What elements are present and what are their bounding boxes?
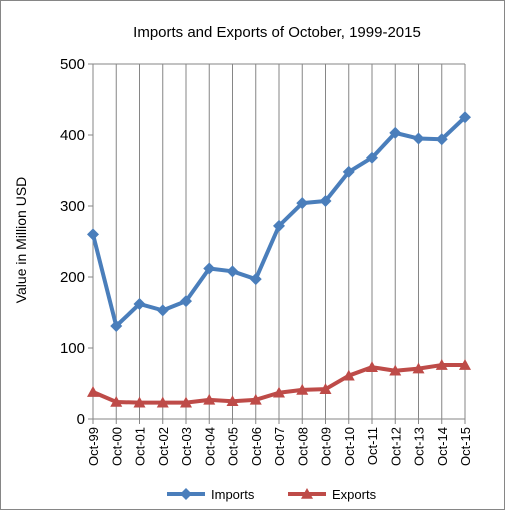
- data-point-exports: [110, 395, 123, 407]
- data-point-exports: [87, 386, 99, 397]
- data-point-imports: [133, 297, 146, 310]
- x-tick-label: Oct-15: [458, 427, 473, 466]
- series-imports: [87, 111, 471, 332]
- y-tick-label: 100: [60, 340, 85, 357]
- data-point-imports: [87, 228, 99, 241]
- y-tick-label: 300: [60, 198, 85, 215]
- series-exports: [87, 359, 471, 408]
- data-point-exports: [180, 396, 192, 408]
- legend: Imports Exports: [167, 487, 377, 502]
- data-point-imports: [180, 295, 192, 308]
- data-point-imports: [366, 151, 378, 164]
- x-tick-label: Oct-09: [319, 427, 334, 466]
- data-point-exports: [389, 364, 402, 376]
- y-tick-label: 0: [77, 411, 85, 428]
- data-point-imports: [435, 133, 448, 146]
- x-tick-label: Oct-00: [109, 427, 124, 466]
- data-point-exports: [133, 396, 146, 408]
- legend-entry-imports: Imports: [167, 487, 255, 502]
- data-point-exports: [342, 369, 355, 381]
- y-tick-label: 200: [60, 269, 85, 286]
- data-point-exports: [412, 362, 425, 374]
- data-point-exports: [296, 383, 309, 395]
- data-point-imports: [412, 132, 425, 145]
- data-point-imports: [249, 273, 262, 286]
- axes: [88, 63, 466, 424]
- x-tick-label: Oct-12: [388, 427, 403, 466]
- series: [87, 111, 471, 408]
- x-tick-label: Oct-04: [202, 427, 217, 466]
- legend-entry-exports: Exports: [288, 487, 377, 502]
- data-point-imports: [156, 304, 169, 317]
- data-point-exports: [366, 361, 378, 372]
- y-tick-label: 500: [60, 56, 85, 73]
- legend-swatch-marker: [180, 488, 192, 500]
- x-tick-label: Oct-99: [86, 427, 101, 466]
- data-point-imports: [342, 165, 355, 178]
- data-point-exports: [273, 386, 285, 398]
- x-tick-label: Oct-05: [226, 427, 241, 466]
- legend-label: Imports: [211, 487, 255, 502]
- chart-title: Imports and Exports of October, 1999-201…: [133, 24, 421, 41]
- data-point-exports: [226, 395, 239, 407]
- x-tick-label: Oct-01: [133, 427, 148, 466]
- x-tick-label: Oct-14: [435, 427, 450, 466]
- data-point-imports: [296, 197, 309, 210]
- x-tick-labels: Oct-99 Oct-00 Oct-01 Oct-02 Oct-03 Oct-04 Oct-…: [86, 427, 473, 466]
- data-point-exports: [156, 396, 169, 408]
- data-point-imports: [203, 262, 216, 275]
- data-point-exports: [249, 393, 262, 405]
- data-point-exports: [435, 359, 448, 370]
- data-point-imports: [319, 195, 332, 208]
- y-tick-label: 400: [60, 127, 85, 144]
- x-tick-label: Oct-02: [156, 427, 171, 466]
- data-point-exports: [203, 393, 216, 405]
- x-tick-label: Oct-10: [342, 427, 357, 466]
- x-tick-label: Oct-07: [272, 427, 287, 466]
- x-tick-label: Oct-11: [365, 427, 380, 465]
- legend-swatch-marker: [301, 488, 313, 499]
- x-tick-label: Oct-06: [249, 427, 264, 466]
- gridlines: [92, 63, 466, 419]
- y-axis-label: Value in Million USD: [13, 177, 29, 304]
- y-tick-labels: 0 100 200 300 400 500: [60, 56, 85, 428]
- x-tick-label: Oct-08: [295, 427, 310, 466]
- data-point-imports: [110, 319, 123, 332]
- x-tick-label: Oct-13: [412, 427, 427, 466]
- data-point-imports: [389, 126, 402, 139]
- data-point-imports: [226, 265, 239, 278]
- data-point-imports: [273, 219, 285, 232]
- x-tick-label: Oct-03: [179, 427, 194, 466]
- data-point-exports: [459, 359, 471, 370]
- data-point-exports: [319, 383, 332, 394]
- legend-label: Exports: [332, 487, 377, 502]
- data-point-imports: [459, 111, 471, 124]
